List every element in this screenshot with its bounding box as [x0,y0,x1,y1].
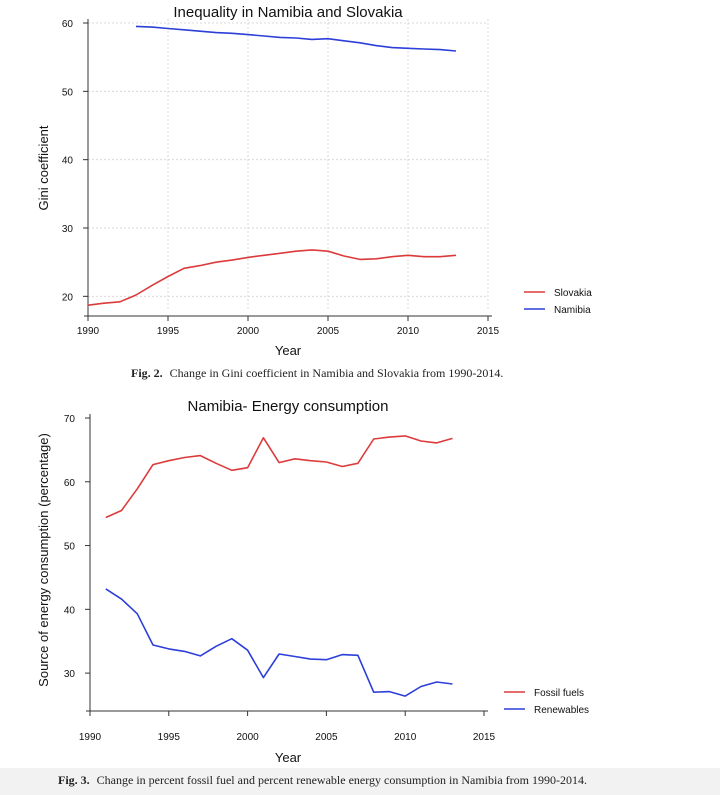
series-line-renewables [105,588,453,697]
x-tick-label: 2000 [237,326,260,337]
figure-caption: Fig. 2. Change in Gini coefficient in Na… [131,366,503,380]
chart-gini: Inequality in Namibia and Slovakia 1990 1… [36,4,592,358]
x-tick-label: 2005 [317,326,340,337]
chart-title: Inequality in Namibia and Slovakia [173,4,403,21]
x-axis-label: Year [275,343,302,358]
y-tick-label: 30 [62,224,74,235]
x-tick-label: 1990 [77,326,100,337]
series-line-fossil-fuels [105,435,453,519]
x-tick-label: 1995 [158,732,181,743]
chart-title: Namibia- Energy consumption [188,398,389,415]
caption-label: Fig. 2. [131,366,163,380]
y-axis-label: Gini coefficient [36,125,51,210]
y-axis-label: Source of energy consumption (percentage… [36,433,51,687]
y-tick-label: 40 [62,156,74,167]
figure-caption: Fig. 3. Change in percent fossil fuel an… [58,773,587,787]
y-tick-label: 50 [62,87,74,98]
caption-label: Fig. 3. [58,773,90,787]
legend-label: Namibia [554,305,591,316]
y-tick-label: 20 [62,292,74,303]
y-tick-label: 60 [64,478,76,489]
caption-text: Change in percent fossil fuel and percen… [97,773,587,787]
x-tick-label: 2000 [236,732,259,743]
x-tick-label: 2005 [315,732,338,743]
caption-text: Change in Gini coefficient in Namibia an… [170,366,504,380]
x-tick-label: 2015 [473,732,496,743]
x-tick-label: 1990 [79,732,102,743]
y-tick-label: 40 [64,605,76,616]
series-line-slovakia [87,249,457,306]
y-tick-label: 70 [64,414,76,425]
caption-band [0,768,720,795]
y-tick-label: 30 [64,669,76,680]
y-tick-label: 60 [62,19,74,30]
x-tick-label: 2010 [394,732,417,743]
legend-label: Fossil fuels [534,688,584,699]
chart-energy: Namibia- Energy consumption 1990 1995 2000… [36,398,589,765]
legend-label: Slovakia [554,288,592,299]
series-line-namibia [135,25,457,52]
legend-label: Renewables [534,705,589,716]
y-tick-label: 50 [64,542,76,553]
x-tick-label: 2015 [477,326,500,337]
x-tick-label: 1995 [157,326,180,337]
x-axis-label: Year [275,750,302,765]
x-tick-label: 2010 [397,326,420,337]
